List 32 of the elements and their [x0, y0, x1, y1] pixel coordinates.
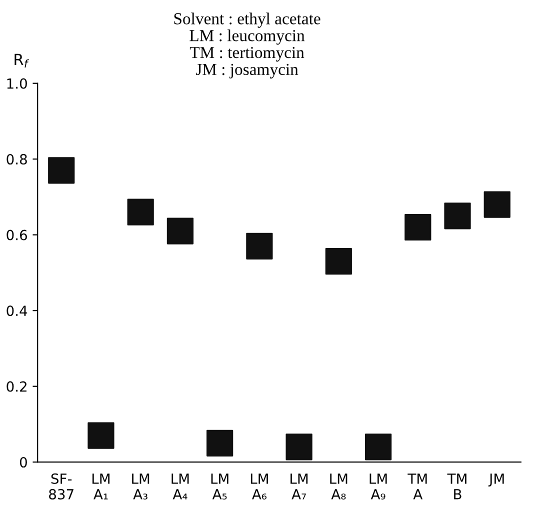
x-tick-label: LM A₆ [250, 474, 268, 500]
y-tick-label: 0.6 [6, 230, 27, 240]
point [246, 232, 273, 260]
point [484, 191, 510, 218]
point [48, 157, 75, 184]
x-tick-label: TM A [408, 474, 427, 500]
point [166, 218, 194, 244]
y-tick-label: 0 [20, 457, 27, 468]
x-tick-label: TM B [447, 474, 466, 500]
x-tick-label: LM A₇ [290, 474, 308, 500]
point [444, 202, 471, 230]
x-tick-label: LM A₅ [211, 474, 228, 500]
y-tick-label: 1.0 [7, 78, 27, 89]
x-tick-label: LM A₉ [370, 474, 387, 500]
x-tick-label: LM A₃ [132, 474, 150, 500]
x-tick-label: LM A₁ [92, 474, 110, 500]
chart-title: Solvent : ethyl acetate LM : leucomycin TM : tertiomycin JM : josamycin [174, 12, 320, 78]
x-tick-label: LM A₄ [172, 474, 189, 500]
x-tick-label: JM [488, 474, 504, 487]
x-tick-label: LM A₈ [330, 474, 348, 500]
point [325, 248, 352, 275]
point [364, 434, 392, 460]
point [88, 422, 114, 449]
point [127, 198, 154, 226]
y-tick-label: 0.2 [6, 381, 26, 392]
point [206, 430, 234, 456]
y-axis-title: R$_{f}$ [14, 54, 30, 68]
point [286, 434, 312, 460]
x-tick-label: SF- 837 [49, 473, 74, 500]
y-tick-label: 0.8 [6, 154, 27, 165]
point [404, 214, 432, 241]
y-tick-label: 0.4 [6, 306, 28, 316]
